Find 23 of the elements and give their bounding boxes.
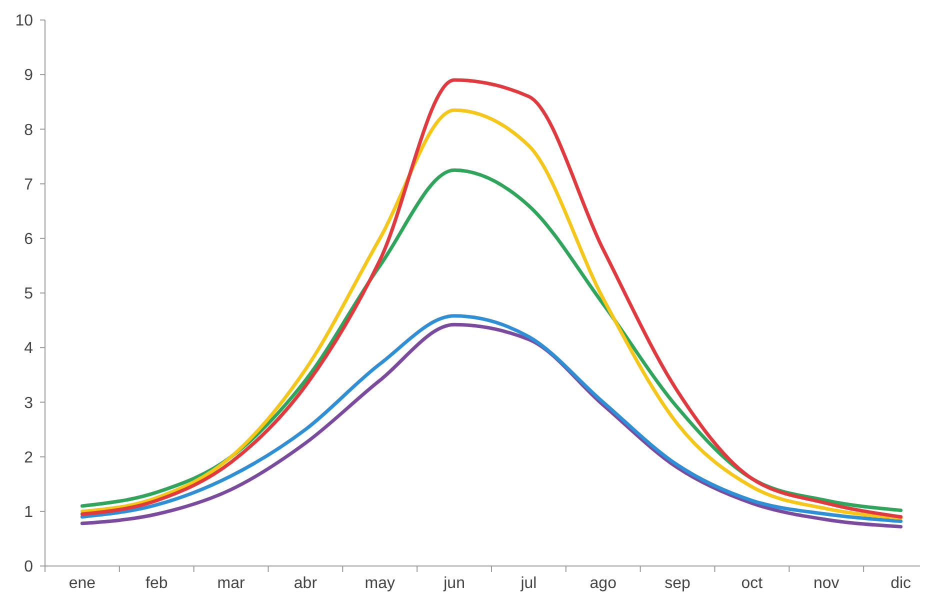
y-tick-label: 1 bbox=[24, 504, 34, 521]
x-tick-label: sep bbox=[664, 575, 691, 592]
x-tick-label: nov bbox=[813, 575, 840, 592]
x-tick-label: mar bbox=[217, 575, 246, 592]
y-tick-label: 9 bbox=[24, 67, 34, 84]
x-tick-label: oct bbox=[741, 575, 764, 592]
x-tick-label: ago bbox=[590, 575, 617, 592]
x-tick-label: dic bbox=[890, 575, 912, 592]
y-tick-label: 6 bbox=[24, 231, 34, 248]
y-tick-label: 10 bbox=[15, 12, 34, 30]
y-tick-label: 5 bbox=[24, 286, 34, 303]
x-tick-label: jul bbox=[520, 575, 537, 592]
y-tick-label: 8 bbox=[24, 122, 34, 139]
x-tick-label: may bbox=[364, 575, 395, 592]
y-tick-label: 0 bbox=[24, 558, 34, 576]
y-tick-label: 7 bbox=[24, 176, 34, 194]
x-tick-label: ene bbox=[68, 575, 96, 592]
y-tick-label: 2 bbox=[24, 449, 34, 466]
y-tick-label: 3 bbox=[24, 394, 34, 412]
y-tick-label: 4 bbox=[24, 340, 34, 358]
x-tick-label: feb bbox=[146, 575, 168, 592]
x-tick-label: jun bbox=[442, 575, 465, 592]
x-tick-label: abr bbox=[294, 575, 318, 592]
